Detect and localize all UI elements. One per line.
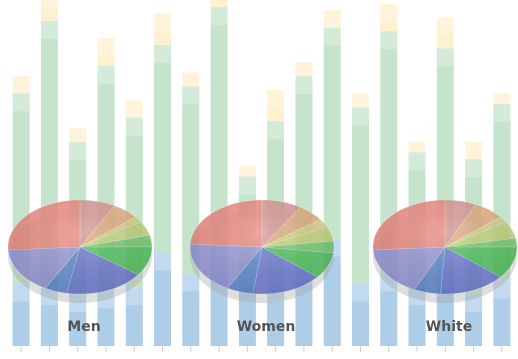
bar-highlight — [323, 10, 341, 28]
bar-segment — [408, 141, 426, 153]
bar-segment — [154, 45, 171, 253]
bar-highlight — [436, 48, 454, 67]
bar-segment — [154, 252, 171, 346]
bar-highlight — [182, 86, 200, 105]
bar-highlight — [182, 273, 200, 292]
bar-highlight — [182, 72, 200, 87]
bar-highlight — [12, 283, 30, 302]
bar-highlight — [12, 76, 30, 94]
bar-highlight — [125, 287, 143, 306]
bar-segment — [12, 283, 30, 346]
bar-segment — [125, 287, 143, 346]
pie-women: Women — [189, 199, 335, 335]
bar-highlight — [295, 62, 313, 77]
bar-highlight — [210, 6, 228, 25]
bar-highlight — [352, 283, 369, 302]
pie-men: Men — [7, 199, 153, 335]
bar-highlight — [69, 128, 87, 142]
bar-highlight — [267, 121, 285, 140]
bar-segment — [380, 273, 398, 346]
bar-highlight — [40, 287, 58, 306]
pie-gloss — [8, 200, 152, 294]
pie-white: White — [372, 199, 518, 335]
bar-segment — [408, 287, 426, 346]
bar-segment — [154, 13, 171, 45]
bar-highlight — [238, 166, 256, 177]
bar-highlight — [154, 252, 171, 271]
bar-segment — [12, 76, 30, 94]
bar-segment — [69, 294, 87, 346]
bar-highlight — [352, 93, 369, 108]
bar-segment — [465, 294, 483, 346]
pie-gloss — [373, 200, 517, 294]
bar-highlight — [380, 31, 398, 50]
bar-highlight — [40, 0, 58, 8]
bar-highlight — [493, 103, 511, 122]
bar-highlight — [408, 152, 426, 171]
bar-highlight — [436, 17, 454, 36]
bar-highlight — [125, 100, 143, 118]
bar-segment — [40, 287, 58, 346]
bar-segment — [267, 90, 285, 122]
bar-highlight — [97, 65, 115, 84]
bar-highlight — [125, 117, 143, 136]
bar-segment — [97, 38, 115, 66]
bar-highlight — [295, 76, 313, 95]
bar-segment — [380, 31, 398, 274]
bar-highlight — [408, 141, 426, 153]
bar-segment — [465, 141, 483, 160]
bar-segment — [210, 0, 228, 7]
bar-highlight — [69, 294, 87, 313]
pie-gloss — [190, 200, 334, 294]
bar-segment — [125, 100, 143, 118]
bar-highlight — [380, 3, 398, 22]
bar-segment — [352, 93, 369, 108]
bar-segment — [380, 3, 398, 32]
bar-segment — [352, 283, 369, 346]
bar-highlight — [465, 159, 483, 178]
bar-highlight — [154, 45, 171, 63]
bar-highlight — [323, 27, 341, 46]
bar-segment — [182, 273, 200, 346]
bar-segment — [493, 280, 511, 346]
bar-segment — [69, 128, 87, 142]
bar-highlight — [408, 287, 426, 306]
bar-highlight — [154, 13, 171, 32]
bar-highlight — [493, 280, 511, 299]
pie-label: Women — [237, 319, 296, 335]
bar-highlight — [97, 38, 115, 57]
bar-highlight — [493, 93, 511, 104]
pie-label: Men — [67, 319, 100, 335]
bar-segment — [40, 0, 58, 21]
bar-segment — [323, 27, 341, 239]
bar-highlight — [97, 290, 115, 309]
bar-segment — [352, 107, 369, 284]
bar-highlight — [465, 141, 483, 160]
pies-layer: Men Women White — [7, 199, 518, 335]
bar-highlight — [69, 141, 87, 160]
bar-segment — [97, 290, 115, 346]
bar-segment — [493, 93, 511, 104]
bar-highlight — [465, 294, 483, 313]
bar-highlight — [352, 107, 369, 126]
pie-label: White — [426, 319, 472, 335]
bar-segment — [238, 166, 256, 177]
bar-segment — [182, 72, 200, 87]
bar-segment — [267, 283, 285, 346]
bar-highlight — [238, 176, 256, 195]
bar-segment — [210, 6, 228, 257]
bar-segment — [436, 17, 454, 49]
bar-segment — [182, 86, 200, 274]
bar-highlight — [267, 90, 285, 108]
bar-segment — [323, 10, 341, 28]
bar-segment — [295, 62, 313, 77]
bar-highlight — [40, 20, 58, 39]
bar-highlight — [12, 93, 30, 112]
